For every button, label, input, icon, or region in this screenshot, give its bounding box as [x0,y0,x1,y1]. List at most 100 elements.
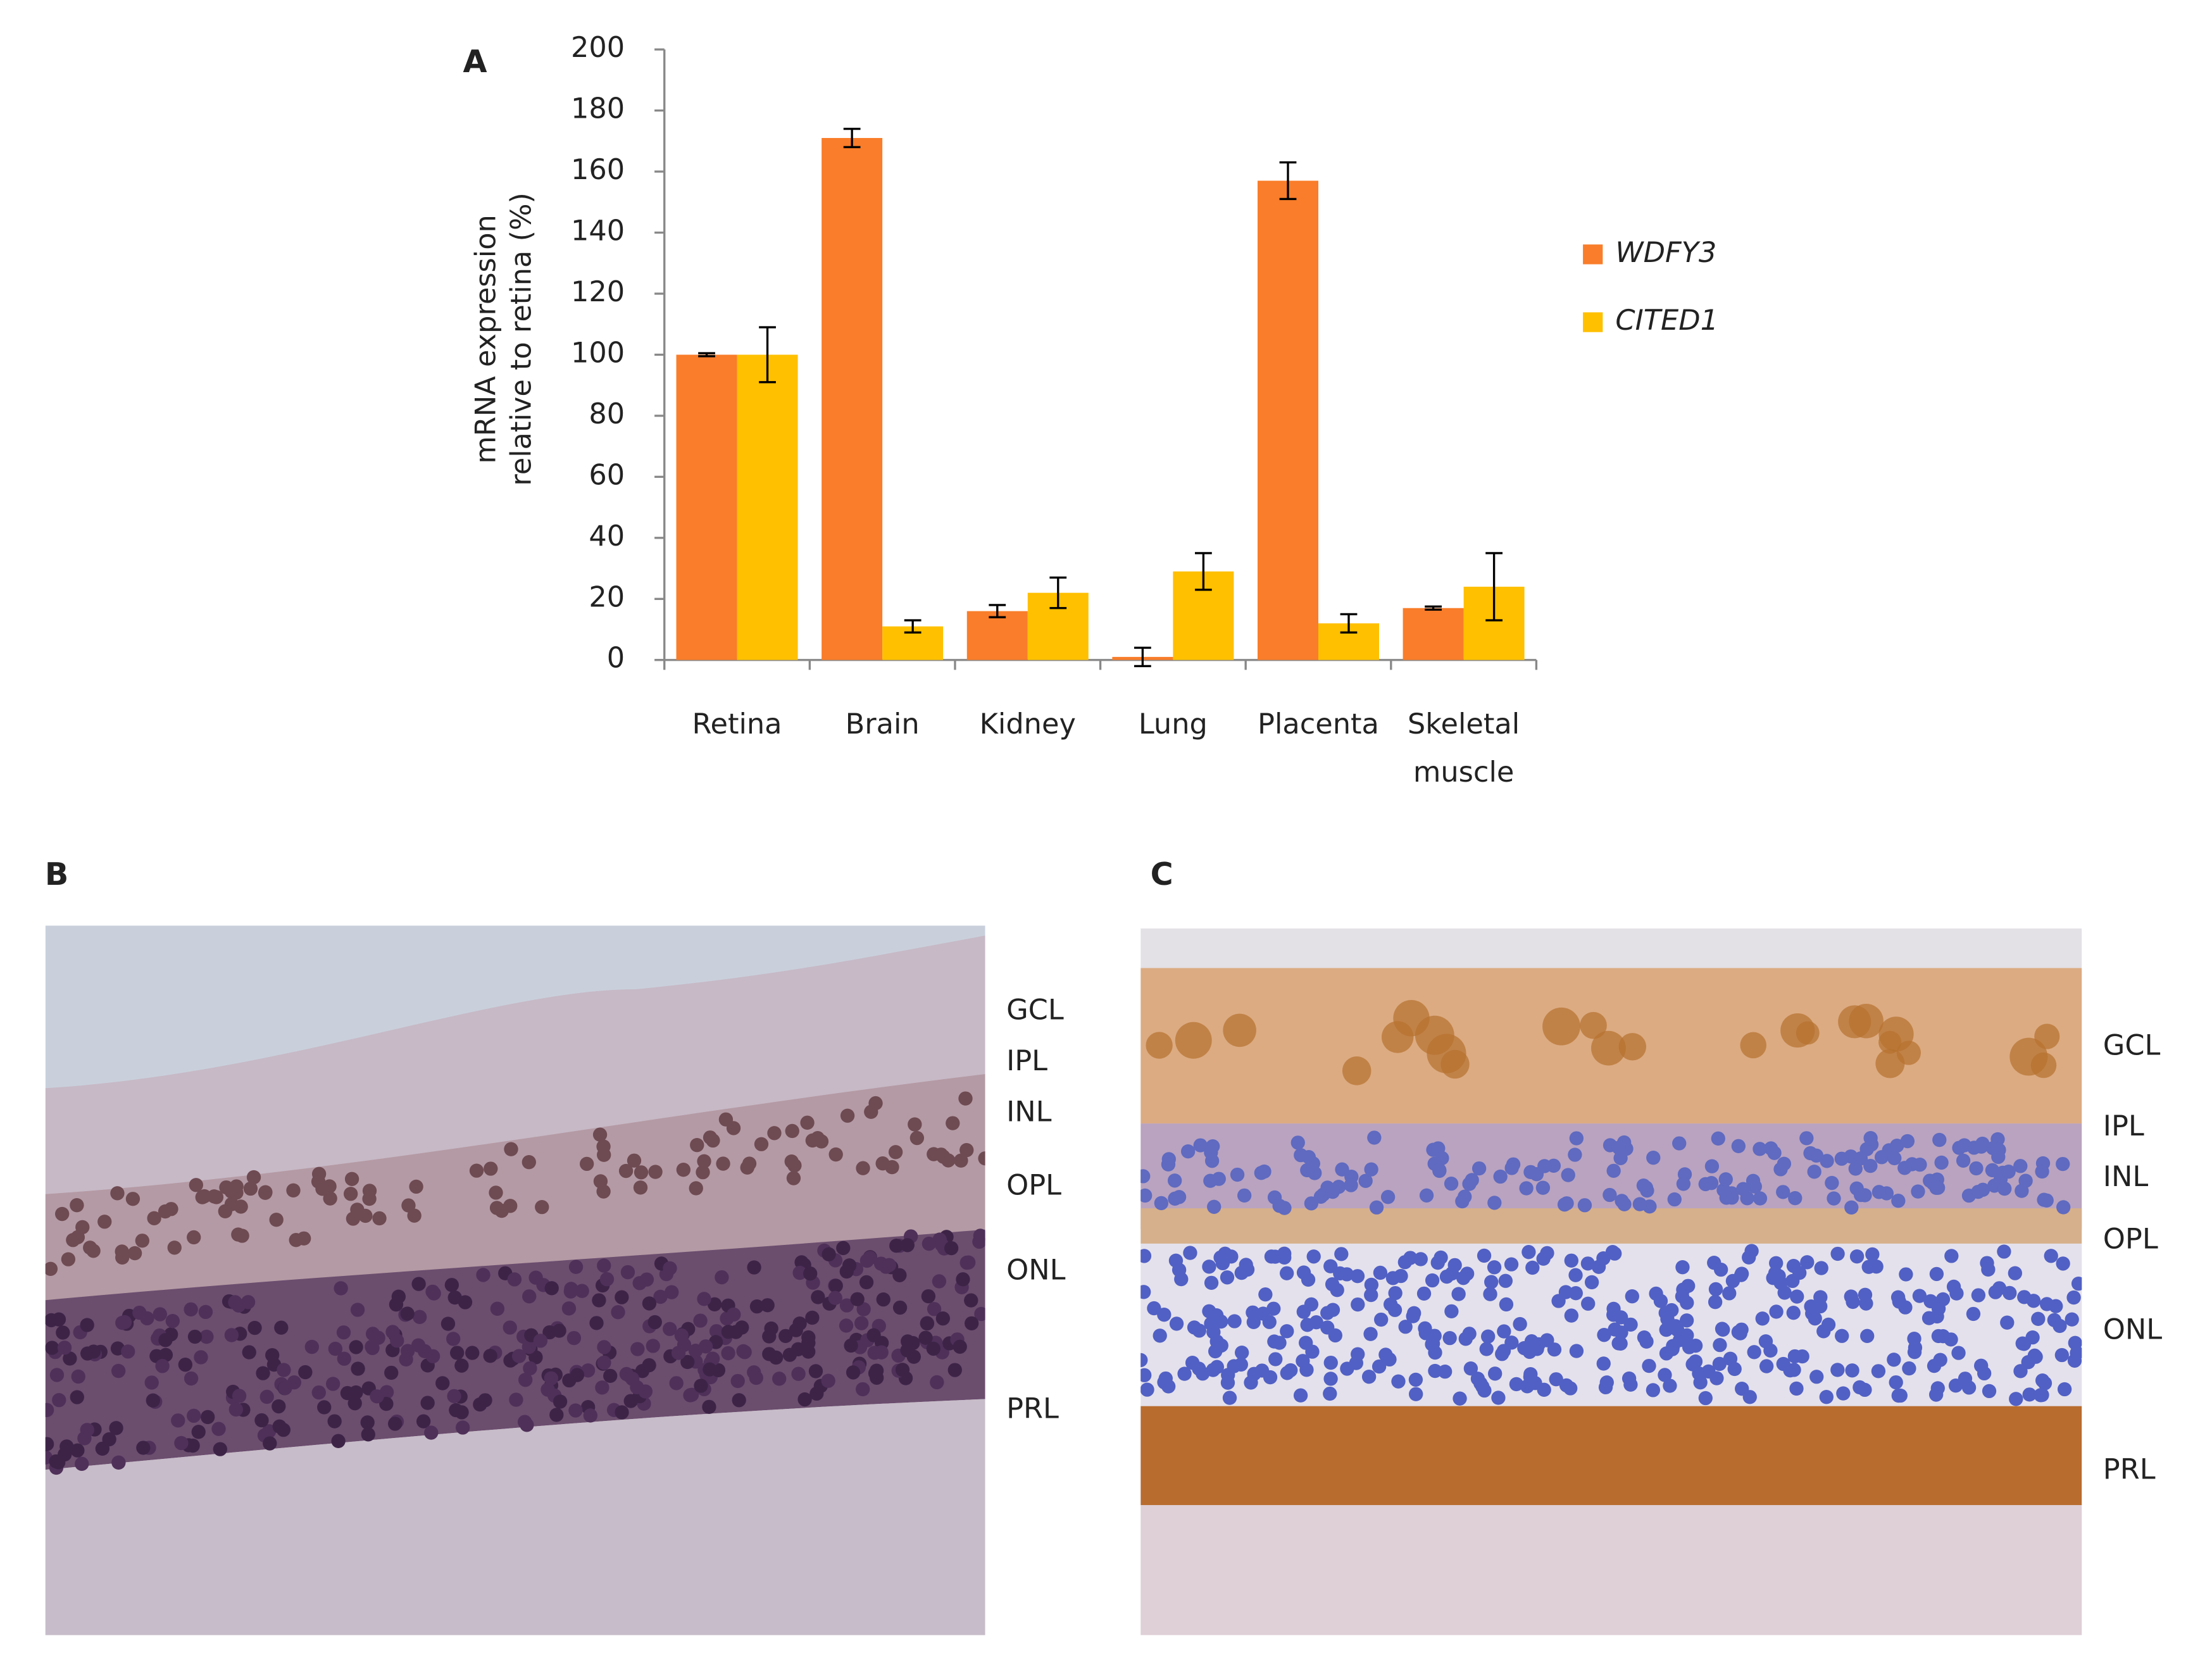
nucleus [1577,1198,1592,1213]
nucleus [1557,1197,1572,1212]
nucleus [1387,1303,1403,1317]
nucleus [1667,1192,1682,1207]
nucleus [86,1244,101,1258]
nucleus [1306,1249,1321,1264]
error-bar [843,127,861,149]
nucleus [56,1325,70,1340]
nucleus [1519,1181,1534,1196]
nucleus [411,1277,426,1291]
nucleus [117,1315,132,1330]
nucleus [1788,1191,1803,1206]
nucleus [1481,1329,1496,1344]
nucleus [45,1261,58,1276]
nucleus [247,1320,262,1335]
nucleus [593,1174,608,1189]
nucleus [489,1201,504,1215]
error-bar [904,619,922,634]
nucleus [171,1413,185,1428]
nucleus [1462,1177,1477,1191]
nucleus [1663,1378,1677,1393]
nucleus [828,1291,842,1305]
nucleus [1853,1151,1868,1166]
nucleus [1777,1285,1792,1300]
nucleus [528,1350,543,1365]
nucleus [549,1408,564,1422]
nucleus [1956,1153,1971,1168]
nucleus [1753,1191,1768,1206]
nucleus [224,1328,239,1342]
nucleus [178,1357,192,1372]
nucleus [1871,1364,1886,1378]
nucleus [2054,1347,2070,1363]
nucleus [1912,1289,1927,1303]
nucleus [1911,1184,1925,1199]
nucleus [618,1163,634,1178]
nucleus [803,1266,818,1281]
layer-label: ONL [2103,1313,2163,1346]
nucleus [592,1127,608,1142]
nucleus [1961,1380,1977,1395]
nucleus [727,1307,741,1322]
nucleus [1470,1372,1485,1386]
nucleus [1825,1175,1839,1191]
nucleus [965,1316,979,1331]
nucleus [888,1145,903,1160]
nucleus [932,1274,947,1289]
nucleus [2049,1299,2063,1313]
nucleus [1272,1335,1287,1350]
nucleus [1458,1332,1473,1346]
nucleus [2026,1294,2041,1308]
nucleus [209,1190,224,1204]
nucleus [697,1292,711,1306]
nucleus [1733,1326,1747,1341]
nucleus [1893,1388,1908,1403]
nucleus [1479,1342,1494,1356]
nucleus [49,1368,65,1382]
nucleus [964,1293,978,1308]
nucleus [390,1334,404,1348]
nucleus [1453,1391,1467,1406]
nucleus [1214,1338,1228,1353]
nucleus [1814,1261,1828,1275]
nucleus [1504,1161,1519,1175]
nucleus [424,1425,439,1440]
nucleus [75,1456,89,1472]
nucleus [1767,1146,1782,1160]
nucleus [2044,1249,2058,1263]
nucleus [1997,1244,2011,1259]
nucleus [2022,1387,2037,1402]
nucleus [63,1351,77,1366]
nucleus [1809,1148,1824,1163]
nucleus [195,1190,209,1204]
nucleus [1704,1159,1720,1173]
nucleus [1193,1138,1208,1153]
nucleus [388,1416,403,1431]
nucleus [1632,1197,1647,1211]
nucleus [1971,1288,1986,1303]
nucleus [1836,1386,1851,1401]
nucleus [1611,1141,1626,1155]
nucleus [1887,1151,1902,1166]
nucleus [1783,1363,1797,1378]
nucleus [1800,1255,1815,1270]
nucleus [740,1160,754,1175]
error-bar [759,326,776,384]
nucleus [936,1149,951,1164]
nucleus [1596,1356,1611,1371]
nucleus [961,1255,976,1270]
nucleus [1262,1315,1277,1329]
nucleus [512,1349,527,1363]
nucleus [693,1313,708,1328]
nucleus [1670,1322,1685,1337]
nucleus [400,1306,415,1321]
nucleus [1734,1266,1749,1281]
nucleus [1382,1352,1397,1367]
nucleus [1559,1378,1574,1393]
nucleus [1373,1265,1388,1280]
nucleus [1759,1359,1774,1373]
nucleus [850,1292,865,1306]
nucleus [908,1117,922,1132]
nucleus [1498,1273,1513,1288]
nucleus [619,1366,634,1382]
nucleus [2008,1266,2022,1280]
